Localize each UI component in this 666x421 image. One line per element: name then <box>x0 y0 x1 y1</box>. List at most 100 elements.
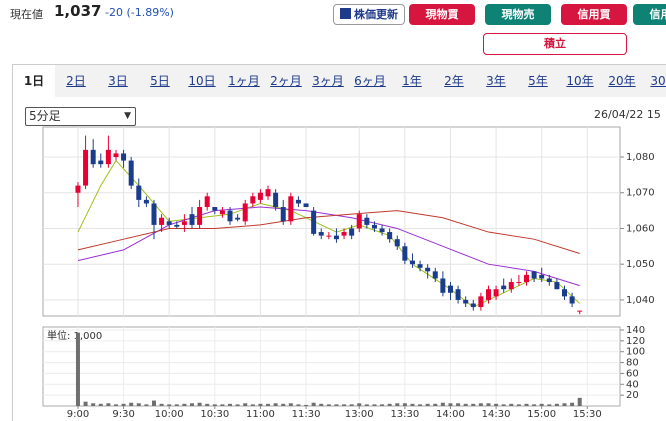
x-tick-label: 13:00 <box>345 409 374 420</box>
volume-bar <box>509 403 514 406</box>
candle-body <box>189 214 195 225</box>
period-tab[interactable]: 5年 <box>528 74 548 88</box>
period-tab[interactable]: 6ヶ月 <box>354 74 386 88</box>
period-tab[interactable]: 1ヶ月 <box>228 74 260 88</box>
candle-body <box>83 149 89 186</box>
candle-body <box>326 235 332 237</box>
candle-body <box>562 289 568 297</box>
y-tick-label: 1,080 <box>626 152 655 163</box>
candle-body <box>546 278 552 283</box>
candle-body <box>143 199 149 204</box>
volume-bar <box>425 403 430 406</box>
volume-bar <box>524 403 529 406</box>
buy-button[interactable]: 現物買 <box>409 4 475 25</box>
period-tab[interactable]: 30年 <box>650 74 666 88</box>
price-label: 現在値 <box>10 8 43 21</box>
x-tick-label: 10:00 <box>155 409 184 420</box>
y-tick-label: 1,070 <box>626 188 655 199</box>
volume-bar <box>113 404 118 406</box>
volume-bar <box>478 403 483 406</box>
candle-body <box>409 260 415 265</box>
candle-body <box>508 282 514 290</box>
candle-body <box>356 214 362 229</box>
plot-frame <box>42 126 621 317</box>
candle-body <box>417 264 423 268</box>
volume-bar <box>326 404 331 406</box>
period-tab[interactable]: 10日 <box>188 74 216 88</box>
moving-average <box>77 159 581 308</box>
volume-bar <box>334 404 339 406</box>
x-tick-label: 14:30 <box>482 409 511 420</box>
candle-body <box>577 310 583 312</box>
current-price: 1,037 <box>54 2 102 20</box>
candle-body <box>470 303 476 308</box>
period-tab[interactable]: 3ヶ月 <box>312 74 344 88</box>
candle-body <box>90 149 96 165</box>
candle-body <box>136 185 142 200</box>
margin-sell-button[interactable]: 信用売 <box>633 4 666 25</box>
volume-bar <box>129 402 134 406</box>
margin-buy-button[interactable]: 信用買 <box>561 4 627 25</box>
volume-bar <box>380 404 385 406</box>
volume-bar <box>174 404 179 406</box>
period-tab[interactable]: 1日 <box>13 65 55 97</box>
candle-body <box>440 278 446 293</box>
candle-body <box>174 224 180 227</box>
candle-body <box>181 221 187 225</box>
refresh-button[interactable]: 株価更新 <box>333 4 405 25</box>
volume-bar <box>106 403 111 406</box>
period-tab[interactable]: 10年 <box>566 74 594 88</box>
candle-body <box>204 196 210 208</box>
interval-select[interactable]: 5分足 ▼ <box>25 107 136 126</box>
period-tab[interactable]: 20年 <box>608 74 636 88</box>
y-tick-label: 40 <box>626 379 639 390</box>
volume-bar <box>136 403 141 406</box>
candle-body <box>159 217 165 225</box>
refresh-text: 株価更新 <box>354 8 398 21</box>
y-tick-label: 60 <box>626 368 639 379</box>
candle-body <box>523 274 529 283</box>
sell-button[interactable]: 現物売 <box>485 4 551 25</box>
y-tick-label: 1,040 <box>626 295 655 306</box>
period-tab[interactable]: 2年 <box>444 74 464 88</box>
volume-bar <box>144 404 149 406</box>
candle-body <box>235 217 241 220</box>
volume-bar <box>395 403 400 406</box>
volume-bar <box>296 404 301 406</box>
period-tab[interactable]: 2日 <box>66 74 86 88</box>
volume-bar <box>197 402 202 406</box>
candle-body <box>311 210 317 234</box>
period-tab[interactable]: 1年 <box>402 74 422 88</box>
period-tab[interactable]: 3日 <box>108 74 128 88</box>
x-tick-label: 11:30 <box>292 409 321 420</box>
tsumitate-button[interactable]: 積立 <box>483 33 627 55</box>
volume-bar <box>205 403 210 406</box>
volume-bar <box>570 402 575 406</box>
y-tick-label: 1,060 <box>626 223 655 234</box>
volume-bar <box>243 403 248 406</box>
volume-bar <box>349 404 354 406</box>
volume-bar <box>288 403 293 406</box>
candle-body <box>250 196 256 204</box>
candle-body <box>265 189 271 197</box>
x-tick-label: 15:00 <box>527 409 556 420</box>
volume-bar <box>562 403 567 406</box>
volume-bar <box>182 403 187 406</box>
candle-body <box>288 196 294 222</box>
unit-label: 単位: 1,000 <box>47 329 102 342</box>
period-tab[interactable]: 2ヶ月 <box>270 74 302 88</box>
volume-bar <box>532 404 537 406</box>
candle-body <box>463 299 469 304</box>
volume-bar <box>250 404 255 406</box>
candle-body <box>280 207 286 222</box>
period-tab[interactable]: 3年 <box>486 74 506 88</box>
y-tick-label: 100 <box>626 347 645 358</box>
candle-body <box>121 153 127 161</box>
candle-body <box>98 160 104 165</box>
candle-body <box>485 289 491 300</box>
volume-bar <box>228 403 233 406</box>
period-tab[interactable]: 5日 <box>150 74 170 88</box>
x-tick-label: 9:00 <box>67 409 89 420</box>
candle-body <box>105 149 111 165</box>
